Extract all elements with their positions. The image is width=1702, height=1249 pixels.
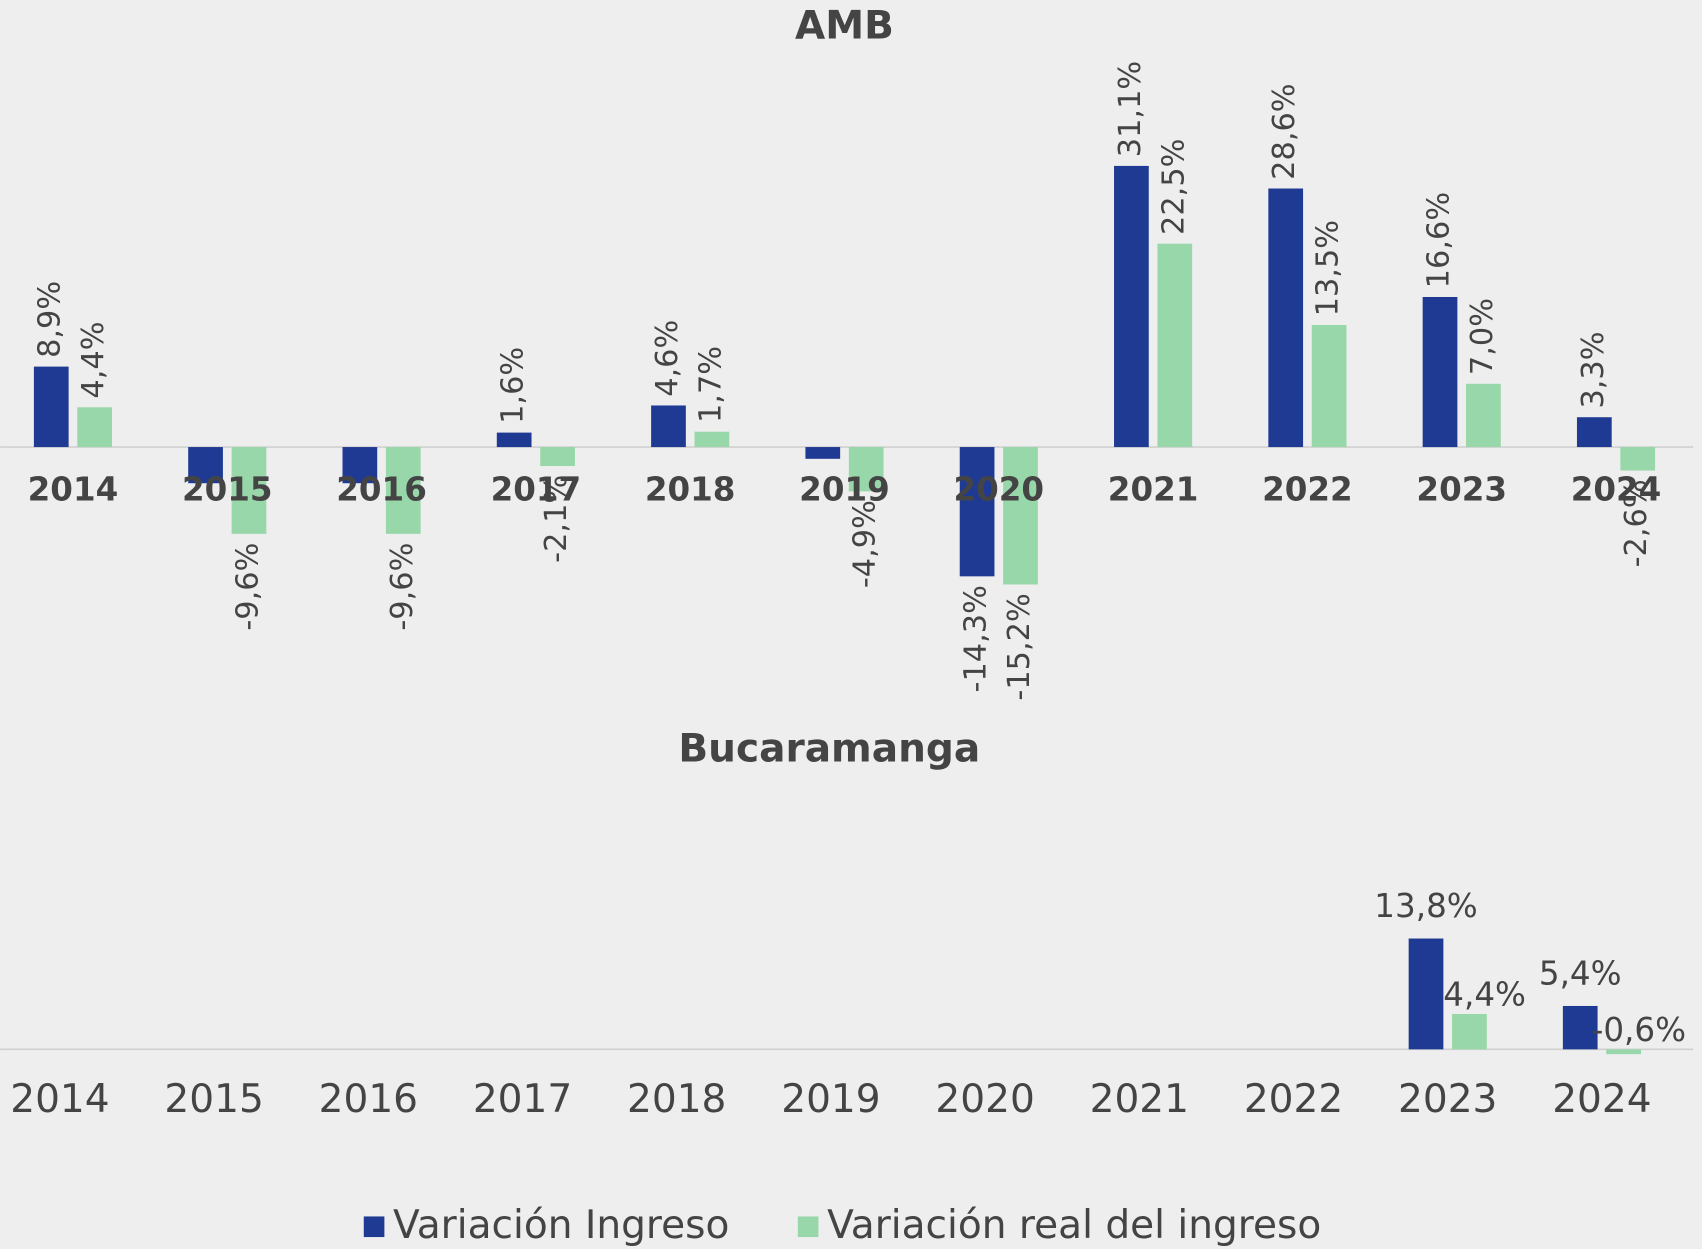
x-tick-label: 2018 [627,1077,726,1122]
chart-title: Bucaramanga [678,726,980,771]
bar [1408,938,1444,1050]
data-label: -14,3% [959,585,994,692]
bar [959,447,995,577]
bar [231,447,267,534]
data-label: 22,5% [1156,138,1191,235]
bar [1157,243,1193,448]
bar [1114,165,1149,448]
data-label: 7,0% [1465,298,1500,375]
x-tick-label: 2024 [1552,1077,1651,1122]
bar [1466,383,1501,448]
data-label: -2,6% [1619,479,1654,567]
data-label: -9,6% [385,543,420,631]
bar [540,447,575,467]
data-label: 4,4% [76,321,111,398]
x-tick-label: 2023 [1398,1077,1497,1122]
x-tick-label: 2019 [781,1077,880,1122]
x-tick-label: 2015 [182,471,273,509]
bar [805,447,841,459]
data-label: 16,6% [1422,192,1457,289]
data-label: 13,8% [1374,887,1477,925]
data-label: 5,4% [1539,955,1622,993]
bar [1003,447,1038,585]
bar [385,447,421,534]
legend: Variación Ingreso Variación real del ing… [363,1203,1321,1248]
data-label: 4,4% [1443,976,1526,1014]
x-tick-label: 2019 [799,471,890,509]
x-tick-label: 2023 [1416,471,1507,509]
bar [1311,325,1347,448]
data-label: -0,6% [1592,1011,1686,1049]
bar [1452,1014,1487,1050]
data-label: -2,1% [539,475,574,563]
bar [188,447,223,484]
data-label: 3,3% [1576,331,1611,408]
data-label: 8,9% [33,281,68,358]
bar [1268,188,1304,448]
legend-swatch [797,1216,819,1238]
data-label: -4,9% [848,500,883,588]
x-tick-label: 2020 [935,1077,1034,1122]
x-tick-label: 2021 [1090,1077,1189,1122]
data-label: 28,6% [1267,83,1302,180]
bar [77,407,113,448]
x-tick-label: 2018 [645,471,736,509]
bar [342,447,378,484]
bar [496,432,532,448]
legend-label: Variación real del ingreso [827,1203,1321,1248]
x-tick-label: 2022 [1262,471,1353,509]
bar [1562,1005,1598,1050]
x-tick-label: 2016 [336,471,427,509]
bar [1620,447,1656,471]
x-tick-label: 2014 [28,471,119,509]
x-tick-label: 2022 [1244,1077,1343,1122]
data-label: -9,6% [230,543,265,631]
bar [1576,417,1612,448]
x-tick-label: 2017 [491,471,582,509]
bar [1422,296,1458,448]
x-tick-label: 2020 [953,471,1044,509]
x-tick-label: 2021 [1108,471,1199,509]
bar [848,447,884,492]
legend-label: Variación Ingreso [393,1203,729,1248]
data-label: 13,5% [1311,220,1346,317]
x-tick-label: 2017 [473,1077,572,1122]
data-label: 1,6% [496,347,531,424]
x-tick-label: 2024 [1571,471,1662,509]
bar [1606,1049,1641,1055]
data-label: 1,7% [693,346,728,423]
chart-title: AMB [795,4,894,49]
data-label: 4,6% [650,320,685,397]
legend-swatch [363,1216,385,1238]
x-tick-label: 2014 [10,1077,109,1122]
x-tick-label: 2016 [319,1077,418,1122]
bar [33,366,69,448]
x-tick-label: 2015 [164,1077,263,1122]
bar [651,405,686,448]
bar [694,431,730,448]
data-label: 31,1% [1113,61,1148,158]
data-label: -15,2% [1002,593,1037,700]
